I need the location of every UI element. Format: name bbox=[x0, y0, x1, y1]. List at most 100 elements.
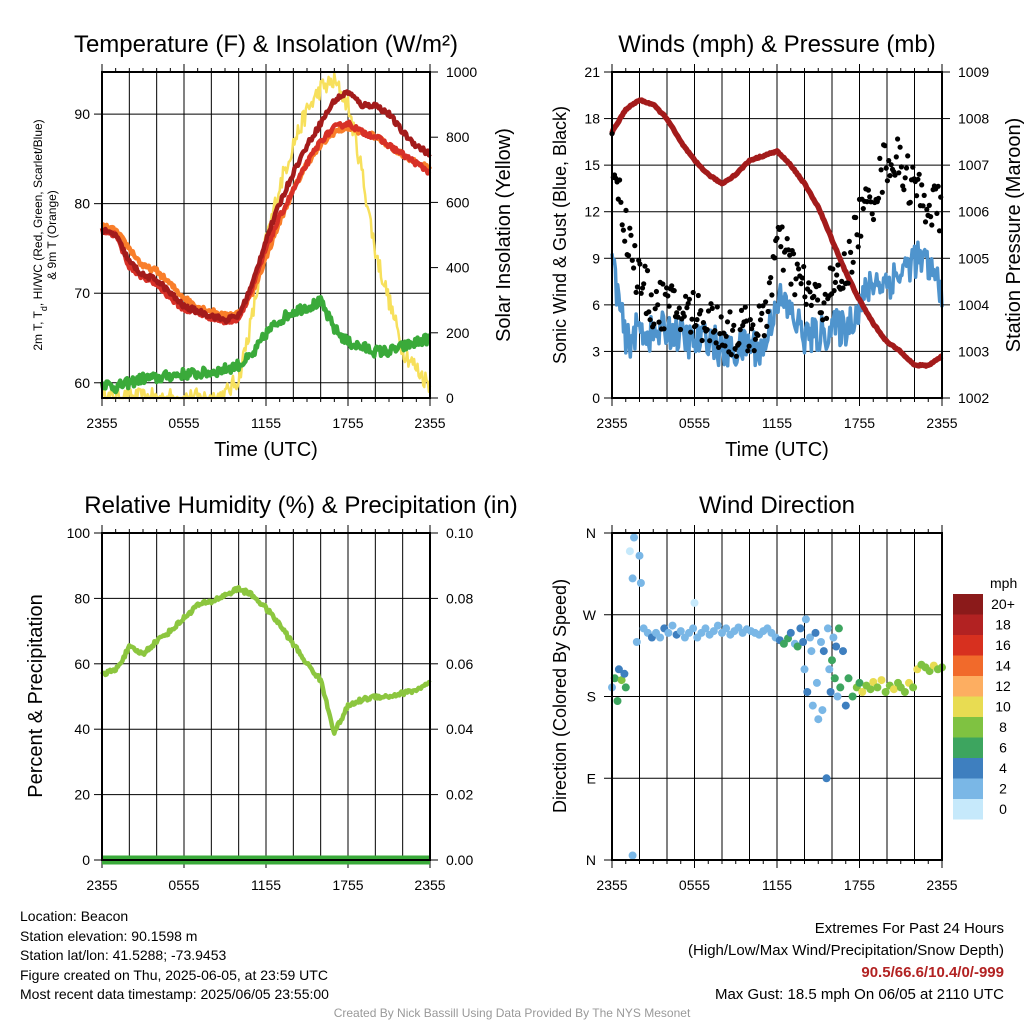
gust-point bbox=[728, 351, 734, 358]
y-tick-label: 0 bbox=[82, 852, 90, 868]
gust-point bbox=[637, 261, 643, 267]
gust-point bbox=[644, 268, 651, 274]
gust-point bbox=[780, 267, 786, 273]
gust-point bbox=[921, 192, 927, 198]
series-temperature bbox=[100, 89, 432, 325]
extremes-panel: Extremes For Past 24 Hours (High/Low/Max… bbox=[688, 918, 1004, 1006]
gust-point bbox=[632, 243, 638, 249]
direction-point bbox=[848, 692, 857, 701]
x-tick-label: 0555 bbox=[168, 877, 199, 893]
station-elevation: Station elevation: 90.1598 m bbox=[20, 927, 198, 944]
legend-swatch bbox=[953, 696, 983, 717]
gust-point bbox=[694, 317, 700, 323]
y-tick-label: 0 bbox=[592, 390, 600, 406]
gust-point bbox=[858, 233, 864, 239]
direction-point bbox=[822, 774, 831, 783]
y2-tick-label: 0.08 bbox=[446, 590, 473, 606]
gust-point bbox=[905, 153, 911, 159]
gust-point bbox=[792, 292, 798, 298]
gust-point bbox=[816, 282, 822, 289]
gust-point bbox=[731, 322, 737, 328]
gust-point bbox=[690, 289, 696, 296]
gust-point bbox=[815, 297, 821, 303]
gust-point bbox=[714, 304, 720, 310]
gust-point bbox=[716, 344, 722, 350]
gust-point bbox=[848, 249, 854, 255]
y-axis-label: Sonic Wind & Gust (Blue, Black) bbox=[550, 106, 570, 364]
direction-point bbox=[866, 685, 875, 694]
gust-point bbox=[665, 293, 671, 299]
gust-point bbox=[641, 281, 647, 287]
gust-point bbox=[832, 279, 839, 285]
gust-point bbox=[834, 272, 840, 278]
direction-point bbox=[900, 688, 909, 696]
gust-point bbox=[671, 288, 677, 294]
direction-point bbox=[812, 678, 821, 687]
y-tick-label: 20 bbox=[74, 787, 90, 803]
y-tick-label: N bbox=[586, 525, 596, 541]
gust-point bbox=[764, 323, 770, 329]
gust-point bbox=[704, 327, 710, 333]
gust-point bbox=[638, 290, 644, 296]
direction-point bbox=[786, 628, 795, 637]
gust-point bbox=[619, 222, 625, 228]
direction-point bbox=[709, 627, 718, 636]
panel-border bbox=[101, 71, 431, 399]
x-tick-label: 1755 bbox=[844, 877, 875, 893]
y-tick-label: 90 bbox=[74, 106, 90, 122]
gust-point bbox=[674, 310, 680, 316]
series-sonic-wind bbox=[610, 240, 944, 368]
panel-2: Winds (mph) & Pressure (mb) 2355 0555 1155 1… bbox=[550, 31, 1024, 461]
direction-point bbox=[873, 683, 882, 692]
gust-point bbox=[849, 269, 855, 275]
gust-point bbox=[736, 340, 742, 347]
gust-point bbox=[760, 303, 766, 309]
y2-tick-label: 0 bbox=[446, 390, 454, 406]
gust-point bbox=[774, 235, 780, 241]
panel-1: Temperature (F) & Insolation (W/m²)2355 0… bbox=[31, 31, 515, 461]
gust-point bbox=[808, 302, 814, 308]
panel-3: Relative Humidity (%) & Precipitation (i… bbox=[25, 492, 518, 893]
y2-tick-label: 1007 bbox=[958, 157, 989, 173]
direction-point bbox=[796, 624, 805, 633]
gust-point bbox=[757, 317, 764, 323]
y2-tick-label: 800 bbox=[446, 129, 470, 145]
x-tick-label: 0555 bbox=[168, 415, 199, 431]
gust-point bbox=[651, 321, 657, 327]
direction-point bbox=[799, 638, 808, 646]
gust-point bbox=[733, 353, 740, 359]
gust-point bbox=[684, 305, 690, 311]
gust-point bbox=[717, 331, 723, 337]
gust-point bbox=[765, 308, 771, 315]
direction-point bbox=[628, 851, 637, 860]
gust-point bbox=[623, 207, 629, 213]
gust-point bbox=[901, 187, 907, 193]
gust-point bbox=[855, 244, 861, 250]
y-tick-label: 18 bbox=[584, 111, 600, 127]
gust-point bbox=[698, 308, 704, 314]
direction-point bbox=[625, 547, 634, 556]
y2-tick-label: 0.00 bbox=[446, 852, 473, 868]
gust-point bbox=[655, 302, 661, 308]
direction-point bbox=[793, 642, 802, 651]
figure-created: Figure created on Thu, 2025-06-05, at 23… bbox=[20, 966, 328, 983]
legend-label: 18 bbox=[995, 617, 1011, 633]
gust-point bbox=[763, 299, 769, 305]
gust-point bbox=[802, 294, 808, 300]
legend-swatch bbox=[953, 614, 983, 635]
direction-point bbox=[617, 676, 626, 685]
gust-point bbox=[647, 317, 653, 323]
x-tick-label: 2355 bbox=[926, 877, 957, 893]
direction-point bbox=[818, 706, 827, 715]
max-gust: Max Gust: 18.5 mph On 06/05 at 2110 UTC bbox=[714, 986, 1004, 1003]
gust-point bbox=[652, 306, 658, 312]
y2-tick-label: 0.02 bbox=[446, 787, 473, 803]
gust-point bbox=[676, 305, 682, 311]
gust-point bbox=[750, 322, 756, 328]
direction-point bbox=[808, 701, 817, 710]
gust-point bbox=[653, 288, 660, 295]
gust-point bbox=[686, 296, 693, 302]
y-tick-label: N bbox=[586, 852, 596, 868]
legend-label: 6 bbox=[999, 740, 1007, 756]
